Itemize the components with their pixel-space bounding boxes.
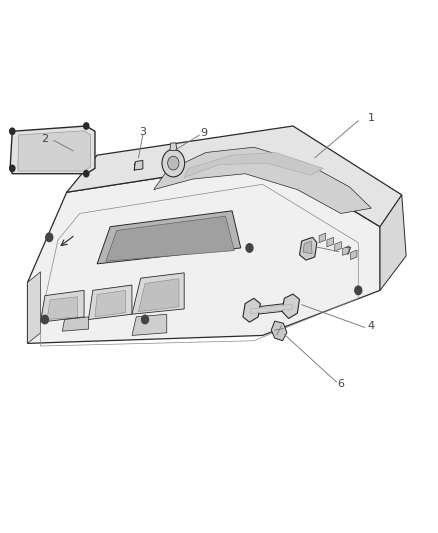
Polygon shape bbox=[380, 195, 406, 290]
Text: 4: 4 bbox=[368, 321, 375, 331]
Polygon shape bbox=[300, 237, 317, 260]
Polygon shape bbox=[138, 279, 179, 312]
Polygon shape bbox=[10, 126, 95, 174]
Polygon shape bbox=[154, 147, 371, 214]
Text: 9: 9 bbox=[201, 128, 208, 138]
Polygon shape bbox=[28, 160, 380, 343]
Polygon shape bbox=[251, 304, 293, 314]
Polygon shape bbox=[47, 297, 78, 319]
Polygon shape bbox=[132, 314, 167, 335]
Polygon shape bbox=[343, 246, 349, 255]
Polygon shape bbox=[97, 211, 241, 264]
Circle shape bbox=[84, 171, 89, 177]
Circle shape bbox=[10, 165, 15, 172]
Polygon shape bbox=[319, 233, 325, 243]
Polygon shape bbox=[18, 131, 91, 171]
Polygon shape bbox=[335, 241, 341, 251]
Polygon shape bbox=[28, 272, 41, 343]
Polygon shape bbox=[282, 294, 300, 318]
Polygon shape bbox=[95, 290, 125, 317]
Circle shape bbox=[168, 156, 179, 170]
Polygon shape bbox=[184, 152, 323, 177]
Polygon shape bbox=[247, 303, 295, 316]
Polygon shape bbox=[62, 317, 88, 331]
Circle shape bbox=[46, 233, 53, 241]
Polygon shape bbox=[350, 250, 357, 260]
Polygon shape bbox=[271, 321, 287, 341]
Polygon shape bbox=[132, 273, 184, 314]
Text: 6: 6 bbox=[337, 379, 344, 389]
Text: 7: 7 bbox=[344, 247, 351, 257]
Polygon shape bbox=[67, 126, 402, 227]
Polygon shape bbox=[41, 290, 84, 322]
Circle shape bbox=[10, 128, 15, 134]
Polygon shape bbox=[88, 285, 132, 319]
Circle shape bbox=[84, 123, 89, 129]
Polygon shape bbox=[327, 237, 333, 247]
Text: 1: 1 bbox=[368, 113, 375, 123]
Circle shape bbox=[141, 316, 148, 324]
Polygon shape bbox=[243, 298, 260, 322]
Circle shape bbox=[162, 149, 185, 177]
Polygon shape bbox=[106, 216, 234, 261]
Circle shape bbox=[246, 244, 253, 252]
Text: 3: 3 bbox=[139, 127, 146, 138]
Polygon shape bbox=[170, 143, 177, 150]
Circle shape bbox=[42, 316, 48, 324]
Circle shape bbox=[355, 286, 362, 295]
Text: 2: 2 bbox=[41, 134, 49, 144]
Polygon shape bbox=[134, 160, 143, 170]
Polygon shape bbox=[303, 241, 312, 254]
